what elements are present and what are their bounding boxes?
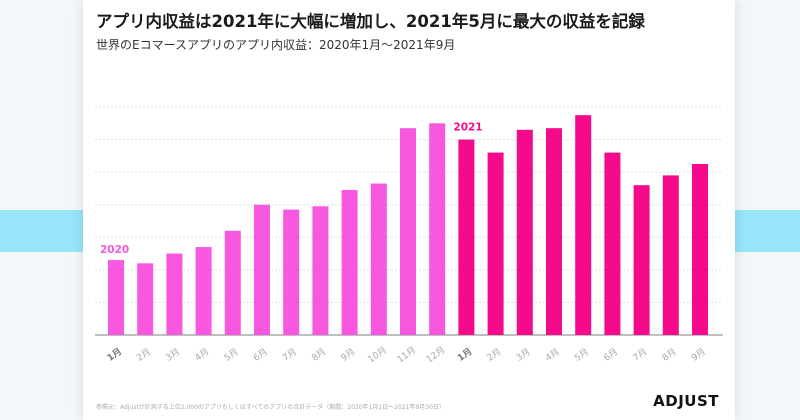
chart-subtitle: 世界のEコマースアプリのアプリ内収益：2020年1月～2021年9月 (96, 38, 456, 52)
bar (312, 206, 329, 335)
x-tick-label: 1月 (105, 346, 124, 364)
x-tick-label: 8月 (310, 346, 328, 363)
chart-card: アプリ内収益は2021年に大幅に増加し、2021年5月に最大の収益を記録 世界の… (83, 0, 735, 420)
x-tick-label: 1月 (456, 346, 475, 364)
bar (166, 253, 183, 335)
bar (195, 247, 212, 335)
x-tick-label: 2月 (135, 346, 153, 363)
x-tick-label: 5月 (573, 346, 591, 363)
adjust-logo: ADJUST (653, 392, 719, 410)
x-tick-label: 5月 (222, 346, 240, 363)
source-note: 参照元：Adjustが計測する上位2,000のアプリもしくはすべてのアプリの合計… (96, 404, 445, 411)
x-tick-label: 9月 (689, 346, 707, 363)
bar (400, 128, 416, 335)
x-tick-label: 4月 (193, 346, 211, 363)
year-label: 2021 (453, 122, 482, 134)
x-tick-label: 11月 (395, 345, 418, 366)
bar (108, 260, 124, 335)
bar (283, 209, 300, 335)
x-tick-label: 8月 (660, 346, 678, 363)
bar (692, 164, 708, 335)
bar (604, 152, 621, 335)
x-tick-label: 12月 (424, 345, 447, 366)
year-label: 2020 (100, 244, 129, 256)
bar (662, 175, 679, 335)
bar (487, 152, 504, 335)
x-tick-label: 2月 (485, 346, 503, 363)
bar (254, 204, 270, 335)
x-tick-label: 6月 (251, 346, 269, 363)
x-tick-label: 3月 (164, 346, 182, 363)
bar-chart: 1月 2020 2月 3月 4月 5月 6月 7月 8月 9月 10月 11月 12月 1月 2021 2月 3… (95, 106, 723, 366)
x-tick-label: 7月 (631, 346, 649, 363)
bar (458, 139, 475, 335)
bar (341, 190, 358, 335)
bar (224, 230, 241, 335)
x-tick-label: 4月 (543, 346, 561, 363)
x-tick-label: 6月 (602, 346, 620, 363)
x-tick-label: 7月 (281, 346, 299, 363)
x-tick-label: 9月 (339, 346, 357, 363)
chart-title: アプリ内収益は2021年に大幅に増加し、2021年5月に最大の収益を記録 (96, 12, 645, 31)
bar (546, 128, 562, 335)
bar (633, 185, 650, 335)
bar (429, 123, 446, 336)
bar (137, 263, 154, 335)
x-tick-label: 3月 (514, 346, 532, 363)
bar (516, 129, 533, 335)
x-tick-label: 10月 (366, 345, 389, 366)
bar (370, 183, 387, 335)
bar (575, 115, 592, 336)
